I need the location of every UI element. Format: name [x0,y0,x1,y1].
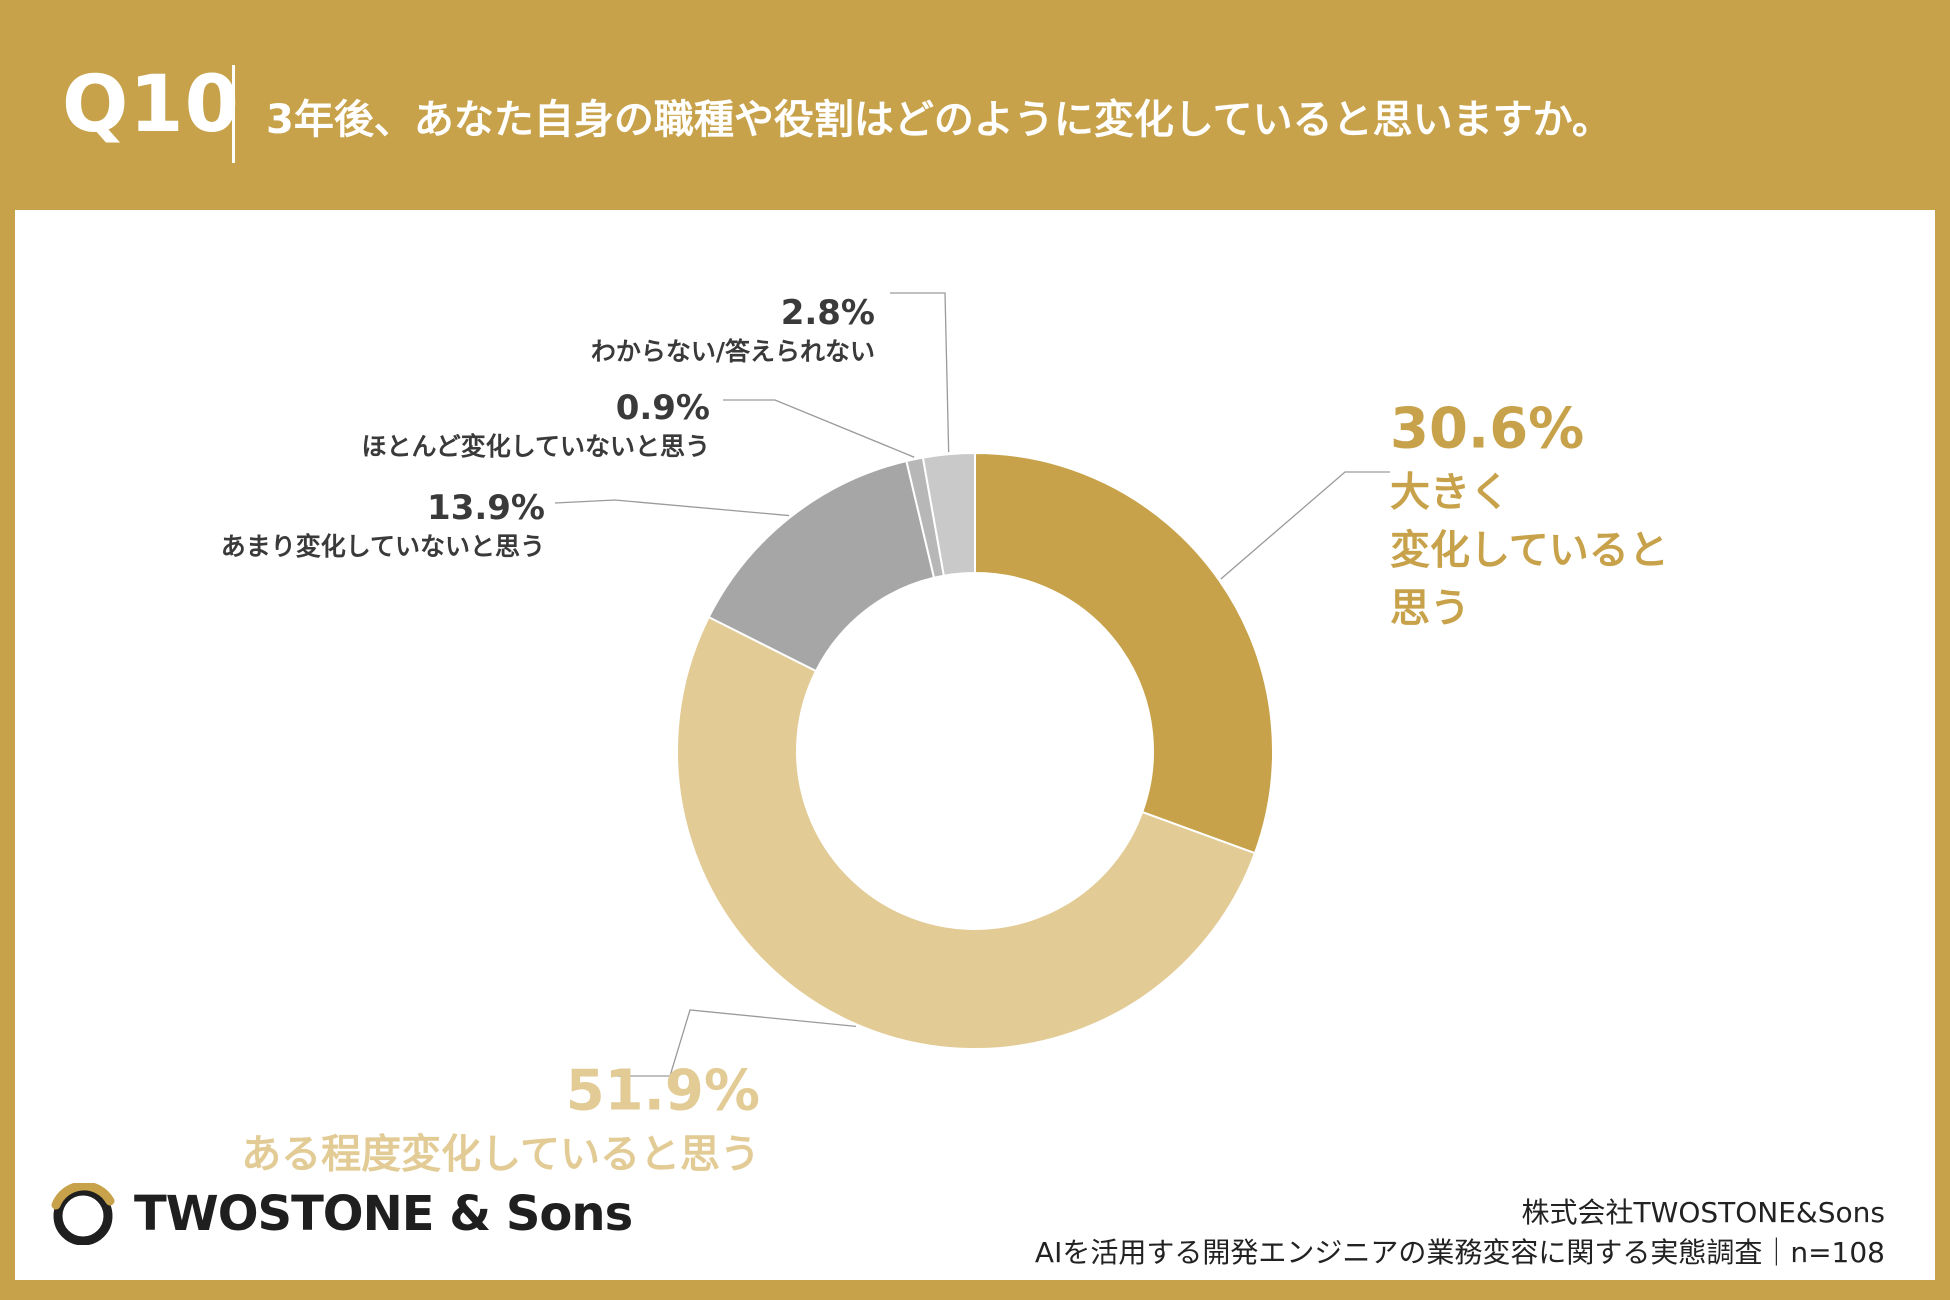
slice-category-label-1: ある程度変化していると思う [241,1132,760,1178]
slice-value-label-3: 0.9% [616,388,710,428]
slice-category-label-0: 大きく [1390,470,1510,516]
slice-value-label-0: 30.6% [1390,397,1584,462]
slice-category-label-0: 変化していると [1390,528,1669,574]
slice-value-label-4: 2.8% [781,293,875,333]
company-logo: TWOSTONE & Sons [50,1183,633,1245]
chart-panel: 30.6% 大きく変化していると 思う 51.9% ある程度変化していると思う 13.9%… [15,210,1935,1280]
leader-line-4 [890,292,950,453]
question-number: Q10 [62,60,240,150]
header-bar: Q10 3年後、あなた自身の職種や役割はどのように変化していると思いますか。 [0,0,1950,210]
slice-category-label-4: わからない/答えられない [591,337,875,366]
question-text: 3年後、あなた自身の職種や役割はどのように変化していると思いますか。 [266,97,1612,143]
slice-1 [676,615,1257,1050]
leader-line-0 [1220,471,1390,580]
leader-line-1 [615,1009,857,1077]
leader-line-2 [554,499,790,517]
slice-category-label-0: 思う [1390,586,1470,632]
footer-credits: 株式会社TWOSTONE&Sons AIを活用する開発エンジニアの業務変容に関す… [1035,1193,1885,1273]
slice-2 [707,459,936,673]
survey-caption: AIを活用する開発エンジニアの業務変容に関する実態調査｜n=108 [1034,1236,1885,1269]
slice-value-label-1: 51.9% [566,1059,760,1124]
leader-line-3 [723,399,915,458]
company-name: 株式会社TWOSTONE&Sons [1521,1196,1885,1229]
slice-category-label-2: あまり変化していないと思う [221,532,545,561]
slice-value-label-2: 13.9% [427,488,545,528]
header-divider [232,65,235,163]
slice-4 [921,451,976,577]
logo-mark-icon [51,1183,115,1245]
logo-text: TWOSTONE & Sons [134,1186,633,1242]
slice-0 [974,451,1274,855]
slice-category-label-3: ほとんど変化していないと思う [361,432,710,461]
